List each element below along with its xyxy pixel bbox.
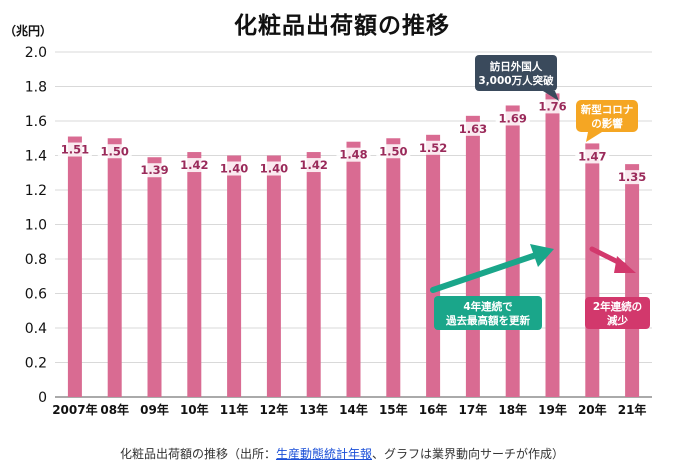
bar xyxy=(346,141,361,397)
value-label-bg xyxy=(137,163,172,178)
x-tick-label: 16年 xyxy=(419,402,448,417)
y-tick-label: 1.8 xyxy=(25,80,47,96)
y-axis-unit: （兆円） xyxy=(4,23,52,38)
falling-trend-arrowhead xyxy=(614,256,636,273)
caption-suffix: 、グラフは業界動向サーチが作成） xyxy=(372,447,565,461)
decline-text: 減少 xyxy=(607,314,628,327)
value-label: 1.52 xyxy=(419,141,447,155)
x-tick-label: 19年 xyxy=(538,402,567,417)
y-tick-label: 1.0 xyxy=(25,218,47,234)
x-tick-label: 20年 xyxy=(578,402,607,417)
callout-corona-text: の影響 xyxy=(591,117,623,130)
y-tick-label: 0 xyxy=(38,390,47,406)
value-label: 1.51 xyxy=(61,143,89,157)
bar xyxy=(585,143,600,397)
bar xyxy=(505,105,520,397)
rising-trend-arrow xyxy=(430,252,539,293)
y-tick-label: 0.4 xyxy=(25,321,47,337)
value-label: 1.50 xyxy=(379,144,407,158)
y-tick-label: 0.6 xyxy=(25,287,47,303)
callout-inbound-pointer xyxy=(543,91,559,101)
rising-trend-arrowhead xyxy=(530,244,554,267)
record-high-box xyxy=(434,296,542,330)
bar xyxy=(147,157,162,397)
value-label-bg xyxy=(336,147,371,162)
bar xyxy=(67,136,82,397)
bar xyxy=(465,115,480,397)
value-label: 1.42 xyxy=(180,158,208,172)
callout-inbound-box xyxy=(475,55,557,91)
value-label-bg xyxy=(296,158,331,173)
y-tick-label: 0.2 xyxy=(25,356,47,372)
x-tick-label: 2007年 xyxy=(52,402,97,417)
y-tick-label: 0.8 xyxy=(25,252,47,268)
record-high-text: 過去最高額を更新 xyxy=(445,314,530,327)
value-label: 1.76 xyxy=(538,99,566,113)
source-caption: 化粧品出荷額の推移（出所：生産動態統計年報、グラフは業界動向サーチが作成） xyxy=(0,445,684,462)
value-label: 1.42 xyxy=(300,158,328,172)
callout-corona-text: 新型コロナ xyxy=(581,103,634,116)
value-label: 1.35 xyxy=(618,170,646,184)
decline-box xyxy=(585,297,650,329)
bar xyxy=(187,152,202,397)
x-tick-label: 21年 xyxy=(618,402,647,417)
callout-inbound-text: 3,000万人突破 xyxy=(478,74,554,87)
bar xyxy=(386,138,401,397)
value-label-bg xyxy=(177,158,212,173)
x-tick-label: 18年 xyxy=(498,402,527,417)
value-label-bg xyxy=(256,161,291,176)
source-link[interactable]: 生産動態統計年報 xyxy=(275,447,372,461)
x-tick-label: 08年 xyxy=(100,402,129,417)
value-label-bg xyxy=(575,149,610,164)
value-label: 1.63 xyxy=(459,122,487,136)
value-label-bg xyxy=(495,111,530,126)
bar xyxy=(426,134,441,398)
value-label-bg xyxy=(535,99,570,114)
bar xyxy=(227,155,242,397)
value-label-bg xyxy=(57,142,92,157)
callout-corona-pointer xyxy=(586,132,602,142)
decline-text: 2年連続の xyxy=(593,300,642,313)
caption-prefix: 化粧品出荷額の推移（出所： xyxy=(119,447,276,461)
y-tick-label: 2.0 xyxy=(25,45,47,61)
value-label: 1.39 xyxy=(140,163,168,177)
x-tick-label: 15年 xyxy=(379,402,408,417)
bar xyxy=(625,164,640,397)
value-label-bg xyxy=(217,161,252,176)
x-tick-label: 12年 xyxy=(260,402,289,417)
bar xyxy=(266,155,281,397)
x-tick-label: 10年 xyxy=(180,402,209,417)
record-high-text: 4年連続で xyxy=(463,300,513,313)
value-label: 1.69 xyxy=(499,111,527,125)
x-tick-label: 13年 xyxy=(299,402,328,417)
value-label: 1.40 xyxy=(260,162,288,176)
x-tick-label: 09年 xyxy=(140,402,169,417)
callout-inbound-text: 訪日外国人 xyxy=(490,60,543,73)
callout-corona-box xyxy=(576,100,638,132)
chart-title: 化粧品出荷額の推移 xyxy=(234,13,450,39)
bar xyxy=(306,152,321,397)
value-label-bg xyxy=(97,144,132,159)
value-label-bg xyxy=(376,144,411,159)
value-label: 1.47 xyxy=(578,149,606,163)
value-label: 1.48 xyxy=(339,148,367,162)
x-tick-label: 11年 xyxy=(220,402,249,417)
y-tick-label: 1.6 xyxy=(25,114,47,130)
value-label-bg xyxy=(416,140,451,155)
value-label-bg xyxy=(615,170,650,185)
x-tick-label: 14年 xyxy=(339,402,368,417)
bar xyxy=(107,138,122,397)
x-tick-label: 17年 xyxy=(459,402,488,417)
y-tick-label: 1.4 xyxy=(25,149,47,165)
y-tick-label: 1.2 xyxy=(25,183,47,199)
value-label-bg xyxy=(455,121,490,136)
bar xyxy=(545,93,560,398)
value-label: 1.50 xyxy=(101,144,129,158)
value-label: 1.40 xyxy=(220,162,248,176)
